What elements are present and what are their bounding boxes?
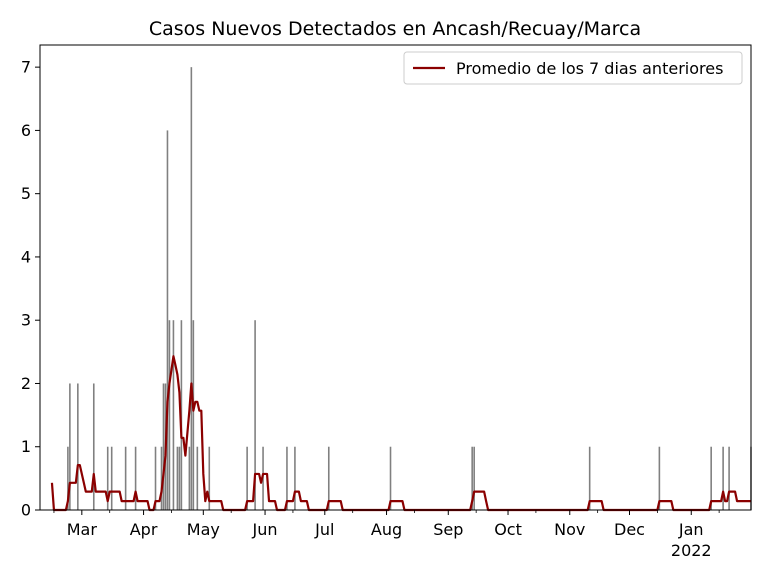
bar bbox=[176, 446, 179, 510]
bar bbox=[168, 320, 171, 510]
bar bbox=[162, 383, 165, 510]
bar bbox=[190, 67, 193, 510]
axes-layer: 0 1 2 3 4 5 6 7 Mar Apr May Jun Jul Aug Sep Oct Nov Dec Ja… bbox=[21, 44, 752, 560]
bar bbox=[286, 446, 288, 510]
bar bbox=[588, 446, 591, 510]
moving-average-line bbox=[50, 355, 751, 512]
bar bbox=[106, 446, 109, 510]
bar bbox=[471, 446, 473, 510]
chart-title: Casos Nuevos Detectados en Ancash/Recuay… bbox=[149, 18, 641, 40]
x-tick-label: Oct bbox=[494, 520, 522, 539]
x-tick-label: Sep bbox=[433, 520, 463, 539]
legend-label: Promedio de los 7 dias anteriores bbox=[456, 59, 723, 78]
legend-frame bbox=[403, 51, 743, 85]
bar bbox=[188, 446, 191, 510]
bar bbox=[473, 446, 475, 510]
bar bbox=[710, 446, 712, 510]
x-tick-label: Nov bbox=[554, 520, 585, 539]
bar bbox=[110, 446, 113, 510]
bar bbox=[172, 320, 175, 510]
y-tick-label: 7 bbox=[21, 58, 31, 77]
x-tick-label: Jan bbox=[678, 520, 704, 539]
bar bbox=[294, 446, 296, 510]
x-tick-sublabel: 2022 bbox=[671, 541, 712, 560]
x-tick-label: Jun bbox=[252, 520, 278, 539]
y-tick-label: 4 bbox=[21, 247, 31, 266]
bar bbox=[327, 446, 330, 510]
bar bbox=[254, 320, 256, 510]
bar bbox=[134, 446, 137, 510]
y-tick-label: 0 bbox=[21, 501, 31, 520]
bar bbox=[67, 446, 69, 510]
bar bbox=[192, 320, 195, 510]
y-tick-label: 1 bbox=[21, 437, 31, 456]
bar bbox=[196, 446, 199, 510]
plot-frame bbox=[39, 44, 752, 511]
bar bbox=[722, 446, 724, 510]
x-tick-label: Dec bbox=[614, 520, 645, 539]
bar bbox=[208, 446, 211, 510]
y-tick-label: 6 bbox=[21, 121, 31, 140]
bar bbox=[69, 383, 71, 510]
bar bbox=[154, 446, 157, 510]
x-tick-label: Mar bbox=[67, 520, 98, 539]
x-tick-label: Aug bbox=[371, 520, 402, 539]
y-tick-label: 5 bbox=[21, 184, 31, 203]
bar bbox=[246, 446, 248, 510]
bar bbox=[92, 383, 95, 510]
legend: Promedio de los 7 dias anteriores bbox=[403, 51, 743, 85]
x-tick-label: May bbox=[187, 520, 220, 539]
bar bbox=[728, 446, 730, 510]
bar bbox=[77, 383, 79, 510]
bar bbox=[166, 130, 169, 510]
y-tick-label: 3 bbox=[21, 311, 31, 330]
bar bbox=[658, 446, 661, 510]
y-tick-label: 2 bbox=[21, 374, 31, 393]
x-tick-label: Jul bbox=[314, 520, 334, 539]
bar bbox=[160, 446, 163, 510]
line-layer bbox=[50, 355, 751, 512]
bars-layer bbox=[67, 67, 752, 510]
bar bbox=[178, 446, 181, 510]
bar bbox=[389, 446, 392, 510]
bar bbox=[124, 446, 127, 510]
x-tick-label: Apr bbox=[130, 520, 158, 539]
